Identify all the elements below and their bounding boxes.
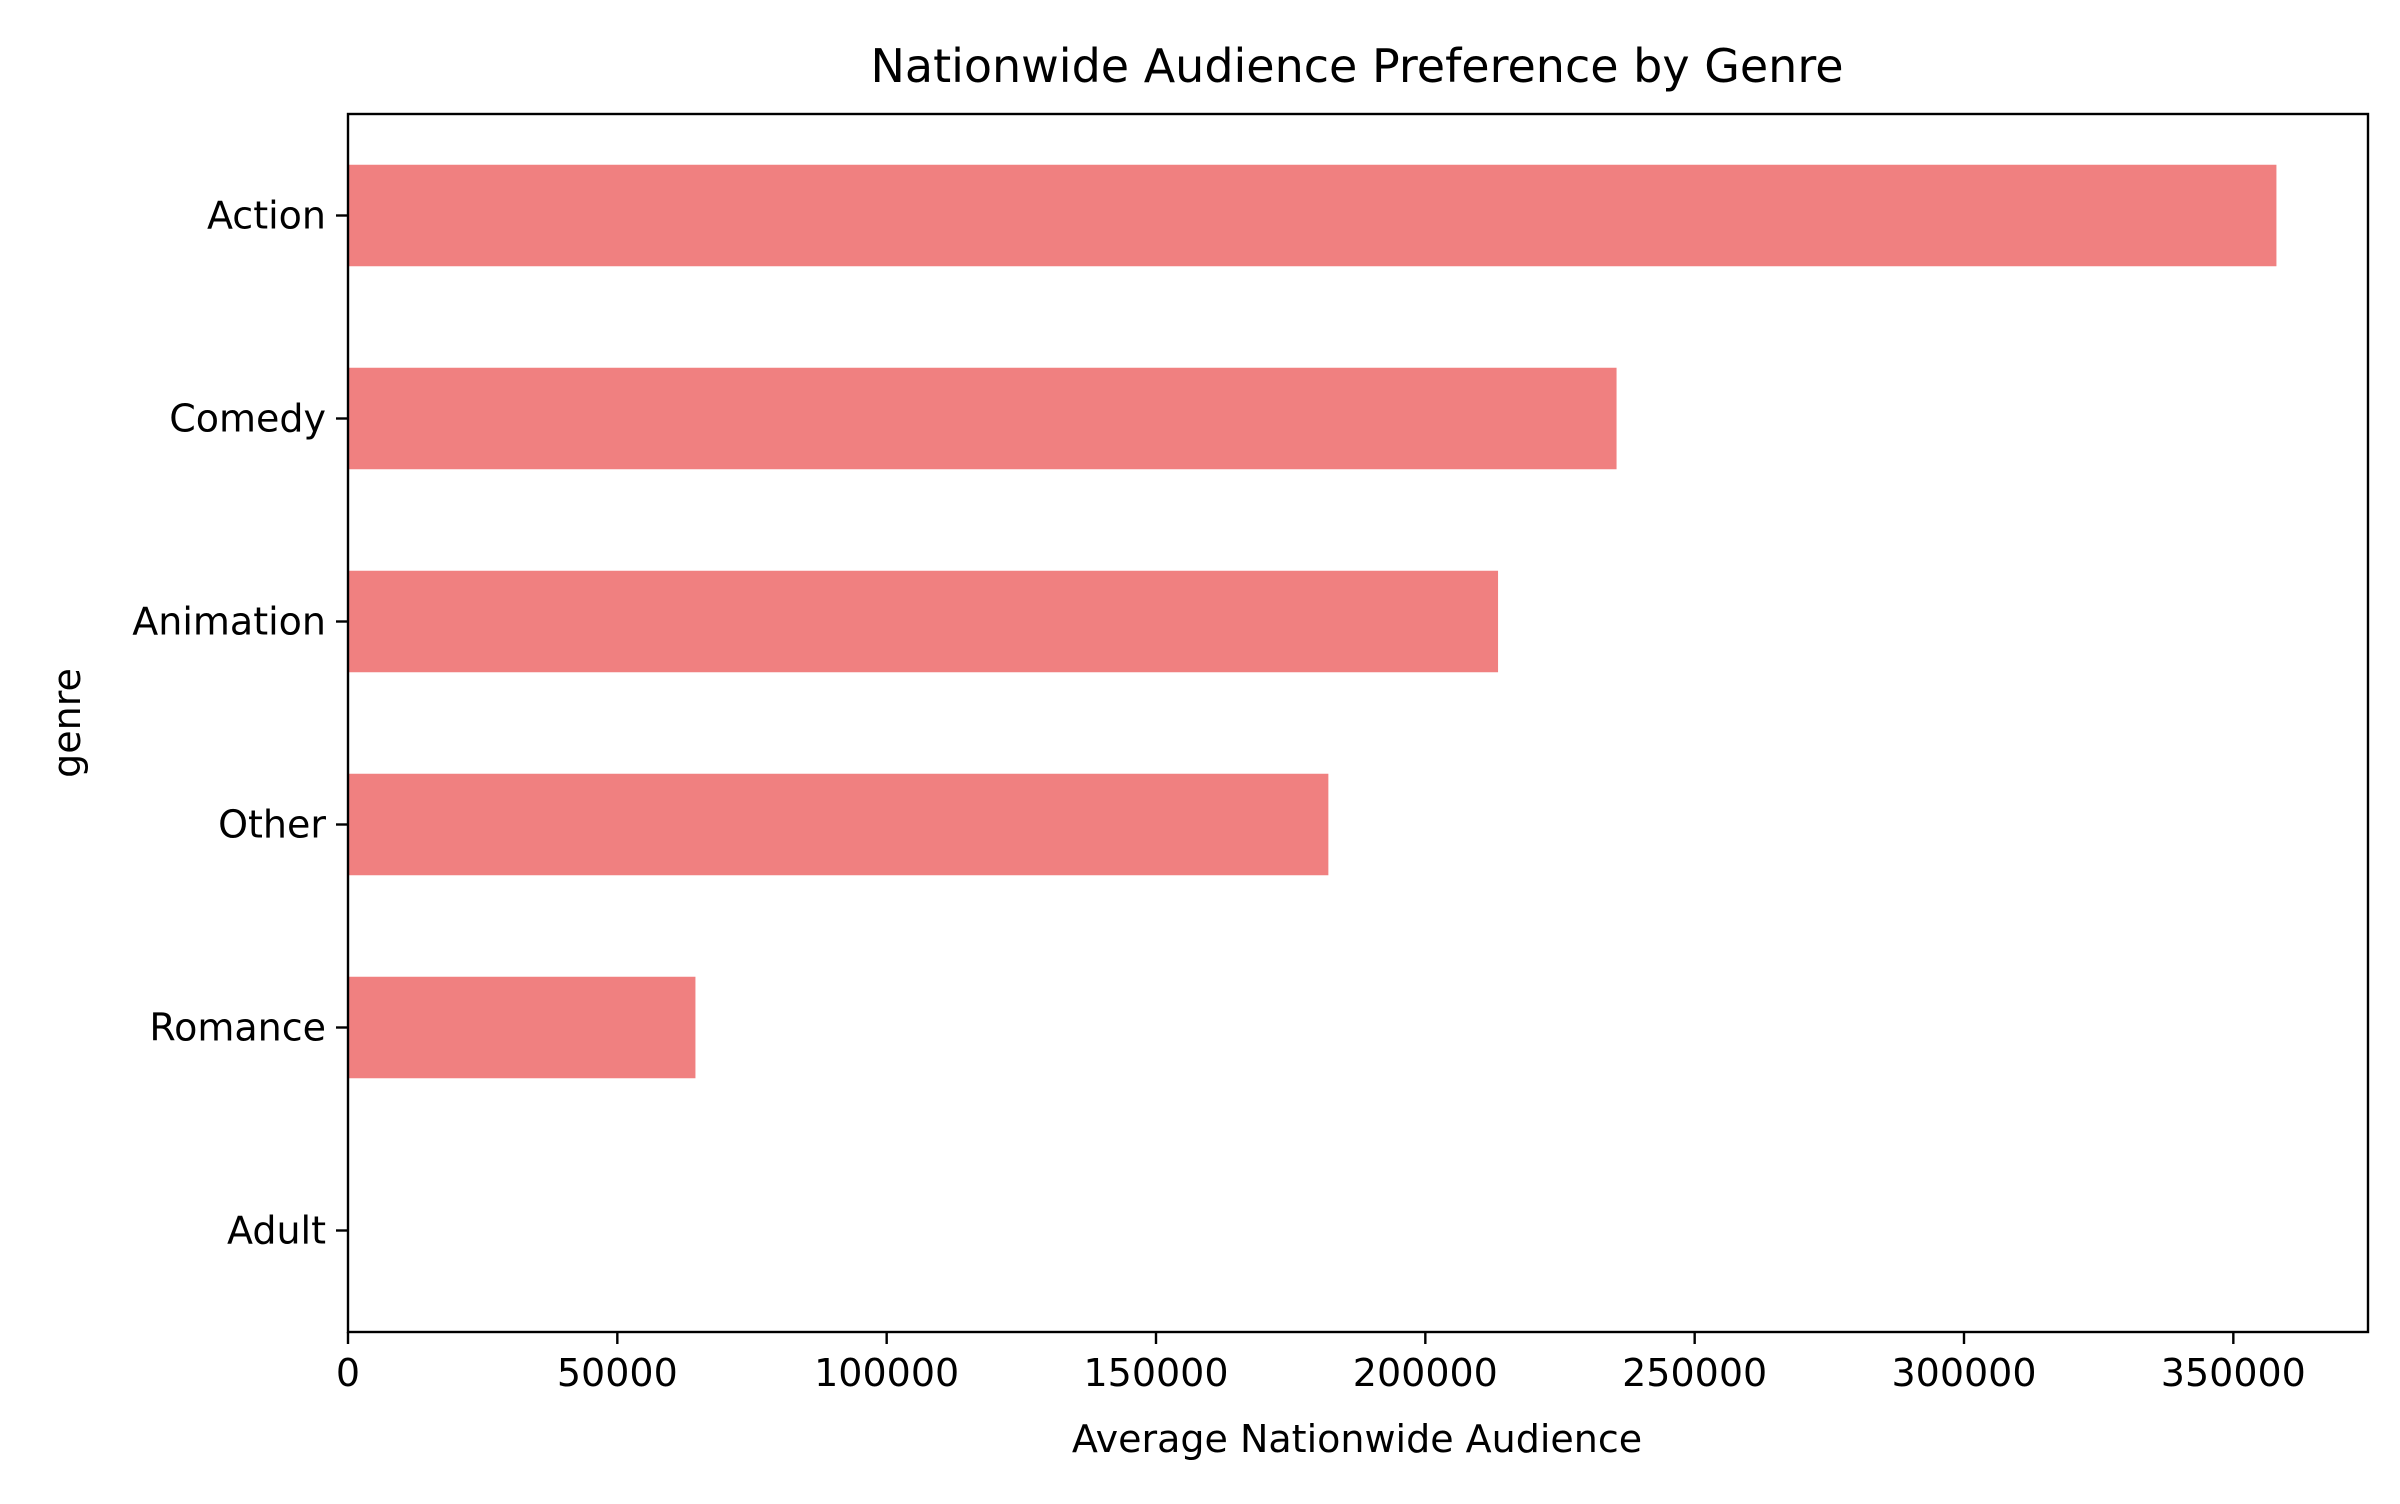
x-tick-label: 150000 <box>1083 1351 1228 1395</box>
x-tick-label: 100000 <box>814 1351 959 1395</box>
bar-other <box>348 773 1329 876</box>
chart-title: Nationwide Audience Preference by Genre <box>870 39 1843 93</box>
y-tick-label: Romance <box>149 1006 326 1050</box>
x-tick-label: 250000 <box>1622 1351 1767 1395</box>
y-tick-label: Other <box>218 803 326 847</box>
plot-frame <box>346 112 2370 1334</box>
bar-comedy <box>348 367 1617 470</box>
x-axis-label: Average Nationwide Audience <box>1072 1417 1642 1461</box>
x-tick-label: 0 <box>336 1351 360 1395</box>
bar-action <box>348 164 2277 267</box>
y-tick-label: Adult <box>227 1209 326 1253</box>
x-tick-label: 300000 <box>1891 1351 2036 1395</box>
bar-animation <box>348 570 1499 673</box>
bar-romance <box>348 976 696 1079</box>
x-axis-ticks: 0 50000 100000 150000 200000 250000 300000 3500… <box>336 1332 2306 1395</box>
y-tick-label: Action <box>207 194 326 238</box>
bars-layer <box>348 164 2277 1079</box>
y-tick-label: Comedy <box>169 397 326 441</box>
x-tick-label: 200000 <box>1353 1351 1498 1395</box>
y-axis-ticks: Action Comedy Animation Other Romance Adult <box>132 194 348 1253</box>
y-axis-label: genre <box>45 668 89 778</box>
x-tick-label: 350000 <box>2161 1351 2306 1395</box>
y-tick-label: Animation <box>132 600 326 644</box>
x-tick-label: 50000 <box>557 1351 678 1395</box>
